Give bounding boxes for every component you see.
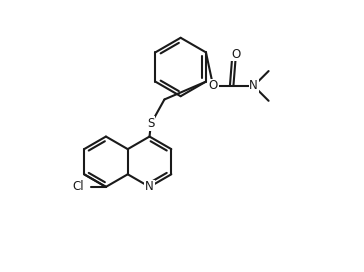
Text: Cl: Cl: [73, 180, 84, 193]
Text: N: N: [145, 180, 154, 193]
Text: N: N: [249, 79, 258, 92]
Text: S: S: [147, 117, 155, 130]
Text: O: O: [209, 79, 218, 92]
Text: O: O: [231, 48, 240, 60]
